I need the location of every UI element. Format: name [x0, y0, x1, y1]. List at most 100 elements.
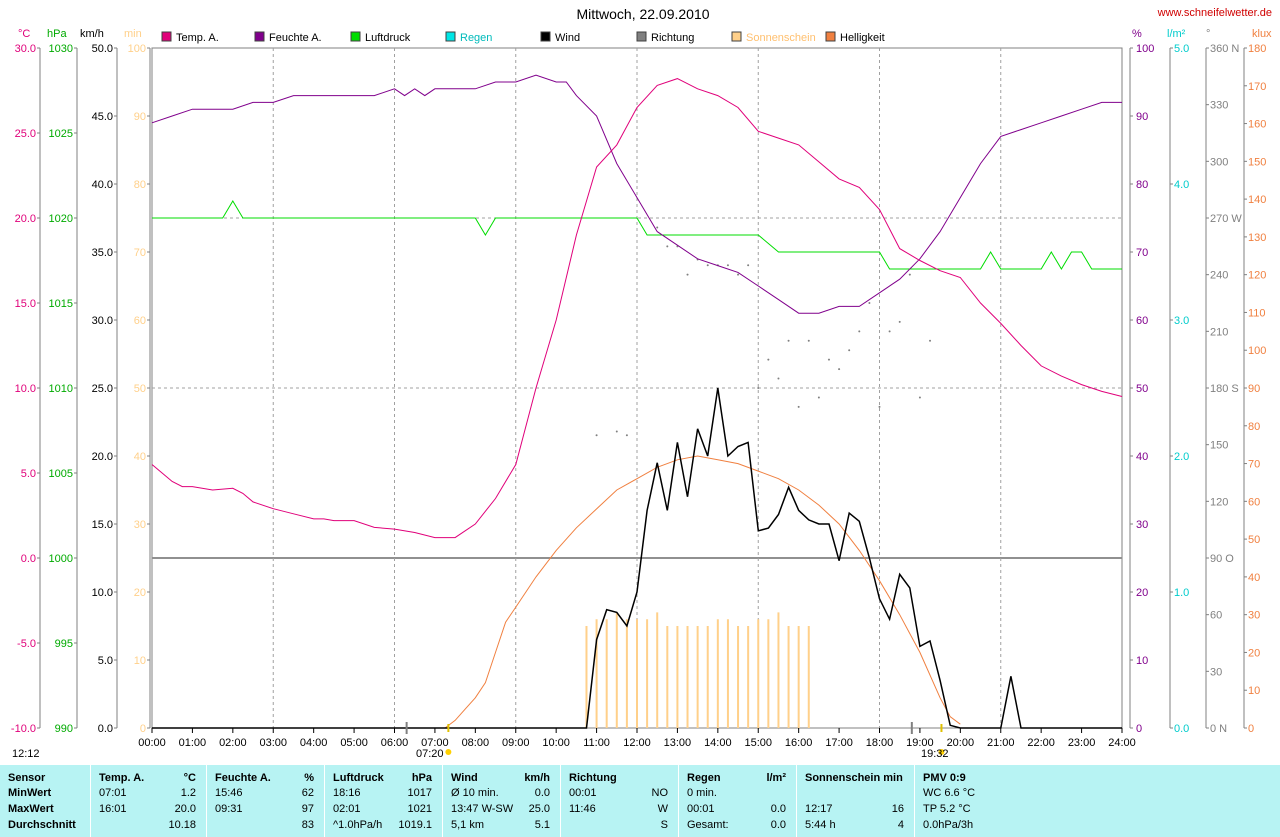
legend-label: Wind	[555, 32, 580, 44]
axis-tick-label: 60	[1248, 496, 1260, 508]
unit-direction: °	[1206, 28, 1210, 40]
direction-point	[767, 358, 770, 361]
axis-tick-label: 160	[1248, 119, 1266, 131]
direction-point	[858, 330, 861, 333]
sunset-sun-icon	[938, 749, 945, 755]
stats-humidity-value: 83	[301, 819, 314, 831]
unit-rain: l/m²	[1167, 28, 1186, 40]
direction-point	[595, 434, 598, 437]
x-tick-label: 24:00	[1108, 737, 1136, 749]
stats-direction-column: Richtung 00:01 NO 11:46 W S	[560, 765, 678, 837]
axis-tick-label: 1000	[49, 553, 73, 565]
direction-point	[848, 349, 851, 352]
axis-tick-label: 120	[1210, 496, 1228, 508]
legend-label: Regen	[460, 32, 492, 44]
stats-temp-time: 07:01	[99, 787, 127, 799]
stats-rain-time: 0 min.	[687, 787, 717, 799]
direction-point	[737, 273, 740, 276]
stats-humidity-value: 62	[301, 787, 314, 799]
stats-sensor-title: Sensor	[8, 772, 46, 784]
x-tick-label: 08:00	[462, 737, 490, 749]
legend-swatch	[161, 31, 172, 42]
axis-tick-label: 1030	[49, 43, 73, 55]
x-tick-label: 20:00	[947, 737, 975, 749]
stats-humidity-unit: %	[304, 772, 314, 784]
axis-tick-label: 50.0	[92, 43, 113, 55]
legend-label: Feuchte A.	[269, 32, 322, 44]
axis-tick-label: 15.0	[92, 519, 113, 531]
axis-tick-label: 35.0	[92, 247, 113, 259]
axis-tick-label: 5.0	[1174, 43, 1189, 55]
stats-wind-value: 0.0	[534, 787, 550, 799]
stats-row-max: MaxWert	[8, 803, 54, 815]
sunrise-label: 07:20	[416, 748, 444, 760]
axis-tick-label: 1.0	[1174, 587, 1189, 599]
axis-tick-label: 1015	[49, 298, 73, 310]
axis-tick-label: 20	[134, 587, 146, 599]
axis-tick-label: 10.0	[15, 383, 36, 395]
axis-tick-label: 50	[134, 383, 146, 395]
direction-point	[615, 430, 618, 433]
stats-pmv-time: TP 5.2 °C	[923, 803, 971, 815]
legend-swatch	[731, 31, 742, 42]
direction-point	[777, 377, 780, 380]
x-tick-label: 06:00	[381, 737, 409, 749]
axis-tick-label: 130	[1248, 232, 1266, 244]
axis-tick-label: 100	[128, 43, 146, 55]
axis-tick-label: 4.0	[1174, 179, 1189, 191]
axis-tick-label: 40	[134, 451, 146, 463]
stats-direction-title: Richtung	[569, 772, 617, 784]
axis-tick-label: 80	[1136, 179, 1148, 191]
stats-direction-value: S	[660, 819, 668, 831]
x-tick-label: 23:00	[1068, 737, 1096, 749]
stats-row-min: MinWert	[8, 787, 52, 799]
axis-tick-label: 0.0	[21, 553, 36, 565]
direction-point	[666, 245, 669, 248]
stats-rain-column: Regen l/m² 0 min. 00:01 0.0 Gesamt: 0.0	[678, 765, 796, 837]
legend: Temp. A. Feuchte A. Luftdruck Regen Wind Rich…	[161, 31, 885, 44]
axis-tick-label: 30	[1136, 519, 1148, 531]
x-tick-label: 04:00	[300, 737, 328, 749]
unit-lux: klux	[1252, 28, 1272, 40]
axis-tick-label: 10	[1136, 655, 1148, 667]
stats-rain-time: 00:01	[687, 803, 715, 815]
axis-tick-label: 100	[1136, 43, 1154, 55]
axis-tick-label: 120	[1248, 270, 1266, 282]
x-tick-label: 21:00	[987, 737, 1015, 749]
direction-point	[656, 226, 659, 229]
x-tick-label: 14:00	[704, 737, 732, 749]
axis-tick-label: 1025	[49, 128, 73, 140]
weather-chart: Mittwoch, 22.09.2010 www.schneifelwetter…	[11, 6, 1272, 760]
legend-label: Richtung	[651, 32, 694, 44]
x-tick-label: 07:00	[421, 737, 449, 749]
stats-temp-column: Temp. A. °C 07:01 1.2 16:01 20.0 10.18	[90, 765, 206, 837]
axis-tick-label: 170	[1248, 81, 1266, 93]
stats-temp-title: Temp. A.	[99, 772, 145, 784]
axis-tick-label: 70	[134, 247, 146, 259]
x-tick-label: 22:00	[1027, 737, 1055, 749]
axis-tick-label: 40	[1248, 572, 1260, 584]
x-tick-label: 01:00	[179, 737, 207, 749]
stats-pressure-title: Luftdruck	[333, 772, 384, 784]
axis-tick-label: 180	[1248, 43, 1266, 55]
axis-tick-label: 90 O	[1210, 553, 1234, 565]
humidity-line	[151, 74, 1122, 314]
x-tick-label: 03:00	[259, 737, 287, 749]
axis-tick-label: 140	[1248, 194, 1266, 206]
axis-tick-label: 30	[1210, 666, 1222, 678]
x-tick-label: 11:00	[583, 737, 610, 749]
stats-rain-time: Gesamt:	[687, 819, 729, 831]
x-tick-label: 12:00	[623, 737, 651, 749]
direction-point	[838, 368, 841, 371]
axis-tick-label: 20.0	[92, 451, 113, 463]
stats-pmv-title: PMV 0:9	[923, 772, 966, 784]
axis-tick-label: 90	[1136, 111, 1148, 123]
direction-point	[787, 339, 790, 342]
x-tick-label: 05:00	[340, 737, 368, 749]
corner-time: 12:12	[12, 748, 40, 760]
axis-tick-label: 1005	[49, 468, 73, 480]
stats-pressure-time: 02:01	[333, 803, 361, 815]
stats-pressure-unit: hPa	[411, 772, 432, 784]
axis-tick-label: 0.0	[1174, 723, 1189, 735]
brightness-line	[444, 455, 961, 729]
